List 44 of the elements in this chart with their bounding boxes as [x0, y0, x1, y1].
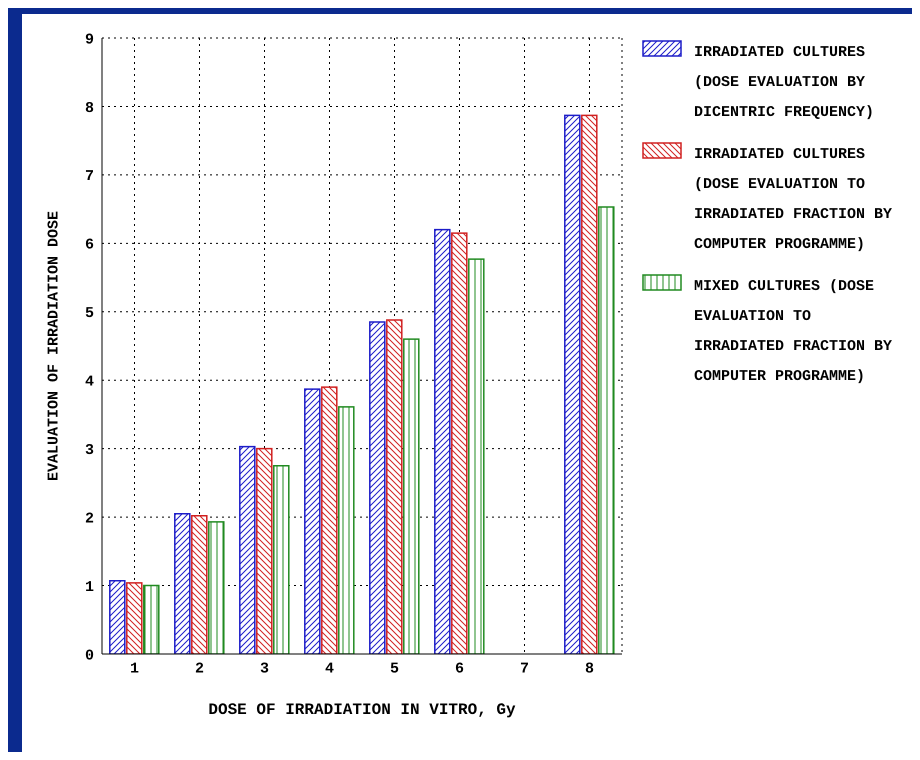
bar	[598, 206, 615, 654]
legend-label: MIXED CULTURES (DOSE EVALUATION TO IRRADIATED FRACTION BY COMPUTER PROGRAMME)	[694, 277, 894, 387]
y-tick-label: 9	[84, 31, 94, 48]
bar	[208, 521, 225, 654]
y-tick-label: 1	[84, 578, 94, 596]
bar	[126, 582, 143, 654]
bar	[403, 338, 420, 654]
bar	[386, 319, 403, 654]
y-tick-label: 2	[84, 510, 94, 528]
bar	[451, 232, 468, 654]
bar	[109, 580, 126, 654]
bar	[304, 388, 321, 654]
bar	[581, 114, 598, 654]
x-tick-label: 5	[390, 660, 400, 678]
bar	[434, 228, 451, 654]
y-tick-label: 5	[84, 305, 94, 322]
x-tick-label: 8	[584, 660, 594, 678]
x-tick-label: 6	[454, 660, 464, 678]
legend-label: IRRADIATED CULTURES (DOSE EVALUATION TO IRRADIATED FRACTION BY COMPUTER PROGRAMME)	[694, 145, 894, 255]
x-tick-label: 4	[324, 660, 334, 678]
x-tick-label: 2	[194, 660, 204, 678]
bar	[564, 114, 581, 654]
bar	[174, 512, 191, 654]
bar	[338, 406, 355, 654]
y-tick-label: 7	[84, 168, 94, 186]
y-tick-label: 3	[84, 442, 94, 459]
bar	[273, 465, 290, 654]
x-tick-label: 3	[260, 660, 270, 678]
legend-label: IRRADIATED CULTURES (DOSE EVALUATION BY DICENTRIC FREQUENCY)	[694, 43, 876, 123]
x-tick-label: 7	[520, 660, 530, 678]
y-axis-title: EVALUATION OF IRRADIATION DOSE	[45, 210, 62, 482]
y-tick-label: 4	[84, 374, 94, 391]
y-tick-label: 6	[84, 236, 94, 254]
bar	[369, 321, 386, 654]
bar	[191, 514, 208, 654]
bar	[239, 446, 256, 654]
x-axis-title: DOSE OF IRRADIATION IN VITRO, Gy	[208, 701, 516, 719]
bar	[143, 584, 160, 654]
bar	[256, 448, 273, 654]
y-tick-label: 8	[84, 100, 94, 117]
x-tick-label: 1	[130, 660, 140, 678]
bar	[468, 258, 485, 654]
bar	[321, 386, 338, 654]
y-tick-label: 0	[84, 647, 94, 664]
